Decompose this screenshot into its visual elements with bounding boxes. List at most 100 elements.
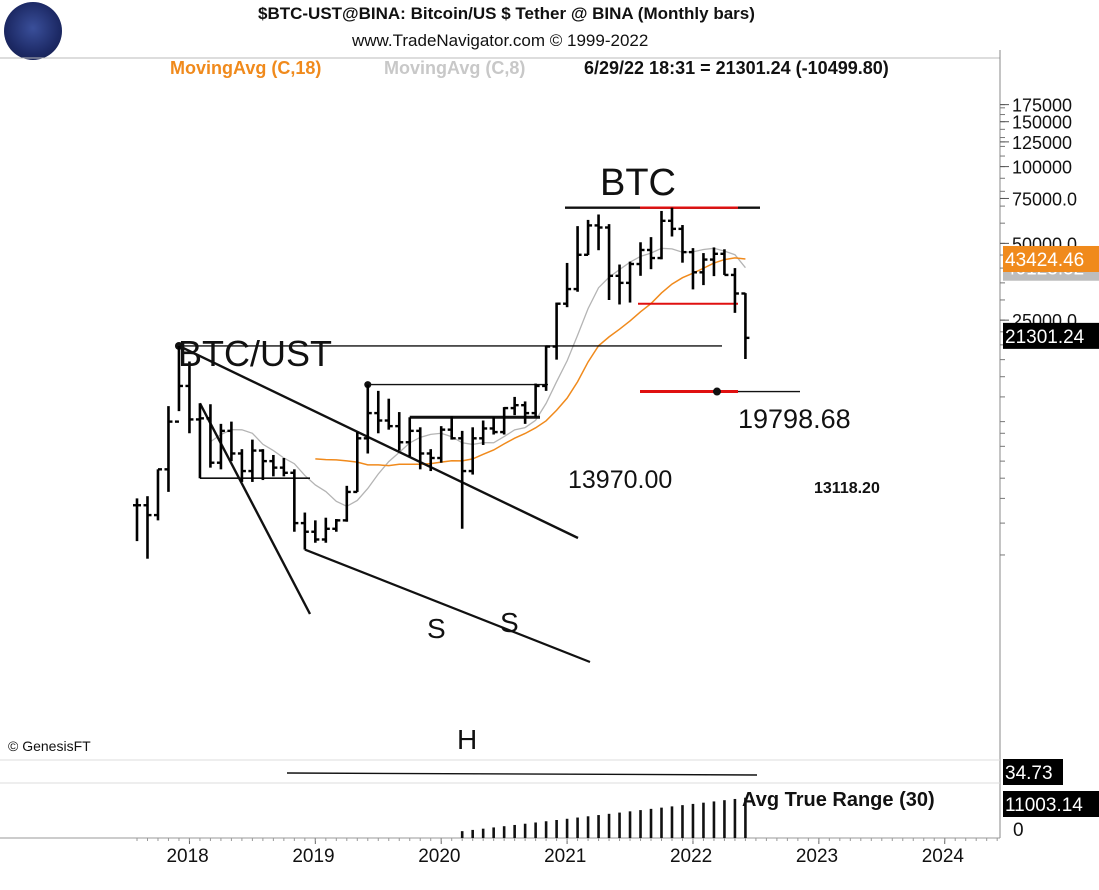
x-tick-label: 2021 — [544, 846, 586, 867]
level-19798-label: 19798.68 — [738, 404, 851, 434]
atr-label: Avg True Range (30) — [742, 789, 935, 811]
x-tick-label: 2018 — [166, 846, 208, 867]
ohlc-bar — [573, 226, 582, 292]
ma18-value-tag-text: 43424.46 — [1005, 250, 1084, 271]
x-tick-label: 2024 — [922, 846, 965, 867]
ohlc-bar — [678, 225, 687, 263]
ohlc-bar — [216, 423, 225, 470]
ohlc-bar — [458, 430, 467, 529]
atr-zero-label: 0 — [1013, 820, 1024, 841]
ohlc-bar — [605, 224, 614, 300]
ohlc-bar — [531, 383, 540, 418]
ohlc-bar — [227, 421, 236, 462]
ohlc-bar — [300, 512, 309, 550]
ohlc-bar — [426, 449, 435, 472]
ma8-legend: MovingAvg (C,8) — [384, 58, 526, 78]
atr-upper-tag-bg — [1003, 759, 1063, 785]
head-label: H — [457, 724, 477, 755]
ohlc-bar — [521, 401, 530, 424]
y-tick-label: 100000 — [1012, 158, 1072, 178]
ohlc-bar — [332, 519, 341, 532]
ohlc-bar — [311, 520, 320, 543]
x-tick-label: 2023 — [796, 846, 838, 867]
inner-trendline-2018 — [198, 402, 312, 615]
website-credit: www.TradeNavigator.com © 1999-2022 — [352, 31, 649, 50]
ohlc-bar — [342, 485, 351, 522]
last-price-tag-bg — [1003, 322, 1099, 349]
level-13970-label: 13970.00 — [568, 466, 672, 494]
y-tick-label: 175000 — [1012, 96, 1072, 116]
ohlc-bar — [153, 468, 162, 521]
atr-value-tag: 11003.14 — [1003, 791, 1099, 817]
ohlc-bar — [709, 247, 718, 277]
ohlc-bar — [489, 417, 498, 435]
ohlc-bar — [542, 345, 551, 391]
ma18-value-tag-bg — [1003, 245, 1099, 272]
ohlc-bar — [321, 517, 330, 543]
descending-trendline — [178, 344, 579, 540]
ohlc-bar — [468, 427, 477, 475]
btc-label: BTC — [600, 162, 676, 204]
ohlc-bar — [563, 262, 572, 308]
ohlc-bar — [363, 384, 372, 454]
atr-value-tag-bg — [1003, 791, 1099, 817]
chart-title: $BTC-UST@BINA: Bitcoin/US $ Tether @ BIN… — [258, 4, 755, 23]
ohlc-bar — [258, 449, 267, 481]
level-13118-label: 13118.20 — [814, 480, 880, 497]
ohlc-bar — [353, 432, 362, 494]
shoulder-left-label: S — [427, 613, 446, 644]
atr-value-tag-text: 11003.14 — [1005, 795, 1083, 816]
ohlc-bar — [206, 404, 215, 468]
y-tick-label: 125000 — [1012, 133, 1072, 153]
ma18-legend: MovingAvg (C,18) — [170, 58, 322, 78]
ohlc-bar — [657, 210, 666, 260]
last-price-tag-text: 21301.24 — [1005, 327, 1085, 348]
y-tick-label: 75000.0 — [1012, 189, 1077, 209]
price-readout: 6/29/22 18:31 = 21301.24 (-10499.80) — [584, 58, 889, 78]
ohlc-bar — [636, 242, 645, 276]
x-tick-label: 2020 — [418, 846, 460, 867]
ohlc-bar — [237, 449, 246, 482]
ohlc-bar — [447, 416, 456, 440]
ohlc-bar — [552, 302, 561, 360]
ohlc-bar — [248, 439, 257, 482]
ohlc-bar — [615, 264, 624, 305]
sextant-icon — [4, 2, 62, 60]
ohlc-bar — [699, 253, 708, 286]
ohlc-bar — [290, 469, 299, 532]
ohlc-bar — [500, 406, 509, 435]
ma18-value-tag: 43424.46 — [1003, 245, 1099, 272]
ohlc-bar — [374, 390, 383, 434]
ohlc-bar — [720, 249, 729, 277]
ohlc-bar — [741, 292, 750, 360]
ohlc-bar — [626, 261, 635, 303]
ohlc-bar — [688, 248, 697, 290]
ohlc-bar — [479, 420, 488, 445]
target-dot — [713, 387, 721, 396]
ohlc-bar — [143, 496, 152, 559]
ohlc-bar — [185, 361, 194, 434]
ohlc-bar — [195, 403, 204, 479]
ohlc-bar — [405, 417, 414, 457]
ma18-line — [315, 257, 746, 467]
y-tick-label: 150000 — [1012, 113, 1072, 133]
last-price-tag: 21301.24 — [1003, 322, 1099, 349]
ma8-line — [210, 247, 746, 508]
ohlc-bar — [510, 396, 519, 416]
ohlc-bar — [584, 219, 593, 256]
btc-ust-label: BTC/UST — [178, 333, 332, 374]
shoulder-right-label: S — [500, 607, 519, 638]
ohlc-bar — [384, 398, 393, 430]
ohlc-bar — [416, 427, 425, 470]
ohlc-bar — [395, 412, 404, 451]
ohlc-bar — [133, 498, 141, 542]
ohlc-bar — [667, 207, 676, 237]
copyright-label: © GenesisFT — [8, 738, 91, 754]
rising-support-line — [304, 548, 591, 664]
ohlc-bar — [269, 454, 278, 477]
x-tick-label: 2019 — [292, 846, 334, 867]
ohlc-bar — [594, 214, 603, 251]
upper-indicator-line — [286, 772, 758, 776]
x-tick-label: 2022 — [670, 846, 712, 867]
